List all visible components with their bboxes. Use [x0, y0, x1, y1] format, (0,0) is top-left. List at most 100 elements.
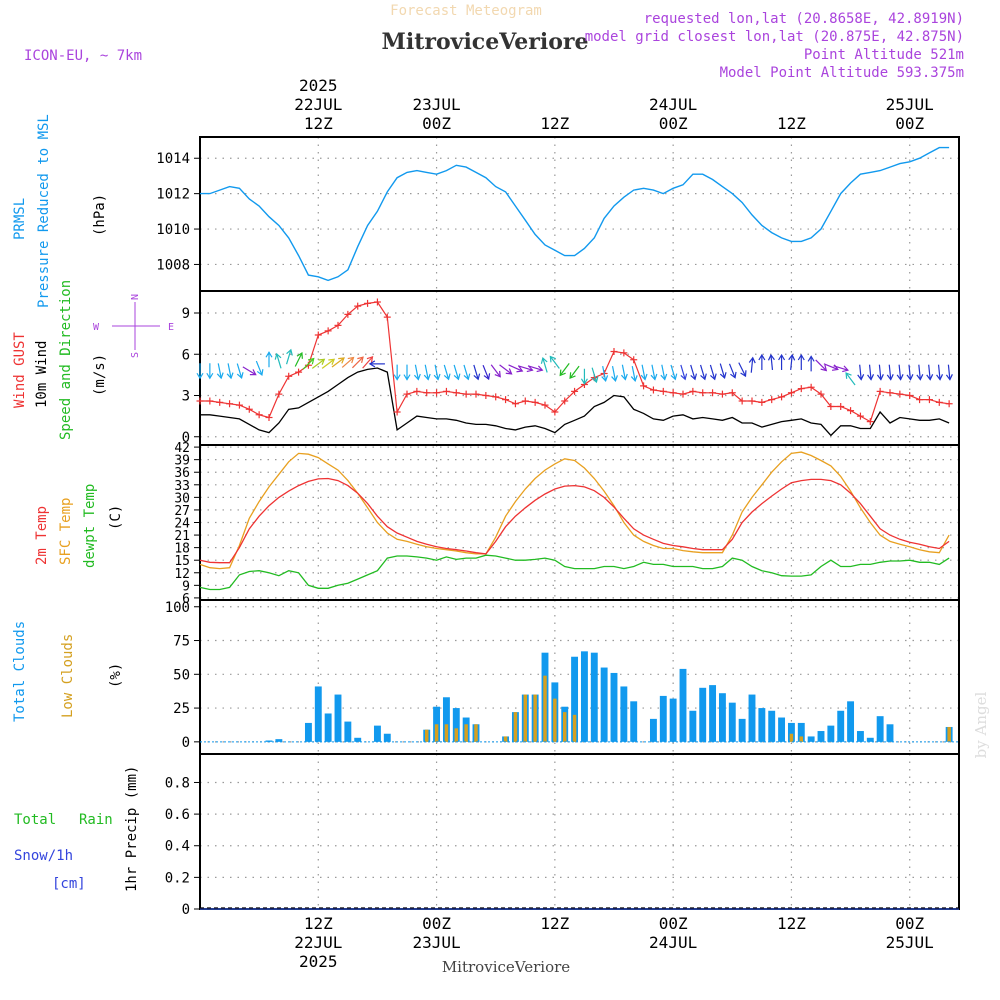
wind-direction-arrowhead [845, 372, 852, 379]
axis-top-label-0-2: 12Z [304, 114, 333, 133]
wind-direction-arrowhead [265, 351, 273, 358]
total-clouds-bar [314, 686, 322, 742]
axis-bottom-label-0-0: 12Z [304, 914, 333, 933]
temperature-ytick-label-1: 9 [182, 579, 190, 594]
low-clouds-label: Low Clouds [60, 634, 76, 718]
low-clouds-bar [503, 736, 508, 742]
station-title: MitroviceVeriore [382, 29, 589, 55]
footer-station: MitroviceVeriore [442, 958, 570, 976]
wind-direction-arrowhead [236, 372, 244, 380]
wind-direction-arrow [908, 364, 912, 380]
model-label: ICON-EU, ~ 7km [24, 48, 142, 64]
wind-direction-arrowhead [591, 376, 599, 384]
wind-direction-arrowhead [196, 372, 204, 380]
compass-west: W [93, 322, 100, 333]
wind-direction-arrowhead [807, 355, 815, 362]
total-clouds-bar [600, 667, 608, 742]
pressure-unit: (hPa) [92, 194, 108, 236]
model-altitude: Model Point Altitude 593.375m [720, 65, 964, 81]
precip-ytick-label-1: 0.2 [165, 870, 190, 886]
total-clouds-bar [709, 685, 717, 742]
axis-top-label-1-0: 23JUL [412, 95, 460, 114]
total-clouds-label: Total Clouds [12, 621, 28, 722]
dewpt-label: dewpt Temp [82, 484, 98, 568]
wind-direction-arrowhead [433, 373, 441, 381]
wind-ytick-label-0: 0 [182, 430, 190, 446]
point-altitude: Point Altitude 521m [804, 47, 964, 63]
axis-bottom-label-2-0: 12Z [540, 914, 569, 933]
wind-direction-arrowhead [945, 374, 953, 381]
precip-unit: 1hr Precip (mm) [124, 766, 140, 892]
requested-coords: requested lon,lat (20.8658E, 42.8919N) [644, 11, 964, 27]
clouds-axis-labels: Total Clouds Low Clouds (%) [12, 621, 124, 722]
wind-direction-arrowhead [788, 353, 796, 361]
rain-label: Rain [79, 812, 113, 828]
wind-direction-arrow [473, 364, 479, 380]
wind-direction-arrow [321, 358, 335, 369]
wind-direction-arrow [859, 364, 862, 380]
wind-direction-arrowhead [797, 353, 805, 361]
wind-direction-arrowhead [916, 374, 924, 381]
pressure-label-1: PRMSL [12, 198, 28, 240]
clouds-ytick-label-2: 50 [173, 667, 190, 683]
wind-direction-arrow [790, 354, 793, 371]
wind-direction-arrow [898, 364, 902, 380]
wind-direction-arrow [699, 364, 706, 380]
wind-direction-arrow [217, 363, 222, 379]
pressure-ytick-label-3: 1014 [156, 151, 190, 167]
temp-unit: (C) [108, 505, 124, 530]
pressure-panel: 1008 1010 1012 1014 [156, 136, 960, 292]
clouds-ytick-label-1: 25 [173, 701, 190, 717]
t2m-label: 2m Temp [34, 506, 50, 565]
pressure-frame [199, 136, 960, 292]
wind-direction-arrow [591, 367, 598, 383]
total-clouds-bar [837, 710, 845, 742]
wind-direction-arrow [362, 356, 373, 369]
axis-top-label-3-1: 00Z [659, 114, 688, 133]
axis-top-label-3-0: 24JUL [649, 95, 697, 114]
total-clouds-bar [728, 702, 736, 742]
wind-direction-arrow [527, 365, 543, 371]
wind-direction-arrowhead [670, 373, 678, 381]
total-clouds-bar [689, 710, 697, 742]
wind-direction-arrow [888, 364, 892, 380]
temperature-ytick-label-12: 42 [174, 441, 190, 456]
wind-unit: (m/s) [92, 354, 108, 396]
wind-direction-arrow [937, 364, 941, 380]
wind-direction-arrowhead [730, 371, 737, 379]
wind-direction-arrow [719, 363, 726, 379]
wind-direction-arrowhead [463, 373, 471, 381]
total-clouds-bar [768, 710, 776, 742]
total-clouds-bar [659, 695, 667, 742]
total-clouds-bar [265, 740, 273, 742]
total-clouds-bar [718, 693, 726, 742]
wind-direction-arrow [549, 356, 560, 369]
wind-direction-arrowhead [443, 373, 451, 381]
low-clouds-bar [523, 694, 528, 742]
gust-label: Wind GUST [12, 332, 28, 408]
wind-direction-arrowhead [640, 373, 648, 381]
wind-direction-arrowhead [926, 374, 934, 381]
wind-direction-arrow [690, 364, 696, 380]
temperature-axis-labels: 2m Temp SFC Temp dewpt Temp (C) [34, 484, 124, 568]
clouds-ytick-label-0: 0 [182, 735, 190, 751]
pressure-ytick-label-2: 1012 [156, 187, 190, 203]
axis-bottom-label-1-0: 00Z [422, 914, 451, 933]
wind-direction-arrowhead [494, 370, 501, 378]
temperature-ytick-label-6: 24 [174, 517, 190, 532]
pressure-series-line [200, 146, 950, 282]
compass-north: N [130, 294, 141, 300]
wind-direction-arrowhead [580, 378, 588, 385]
wind-direction-arrow [738, 362, 747, 377]
precip-ytick-label-2: 0.4 [165, 839, 190, 855]
total-clouds-bar [787, 722, 795, 742]
total-clouds-bar [304, 722, 312, 742]
wind-direction-arrowhead [569, 372, 576, 380]
wind-direction-arrow [680, 364, 686, 380]
total-clouds-bar [610, 672, 618, 742]
wind-direction-arrowhead [758, 353, 766, 361]
wind-direction-arrowhead [906, 374, 914, 381]
low-clouds-bar [799, 736, 804, 742]
wind-direction-arrow [351, 356, 364, 369]
sfc-label: SFC Temp [58, 498, 74, 565]
